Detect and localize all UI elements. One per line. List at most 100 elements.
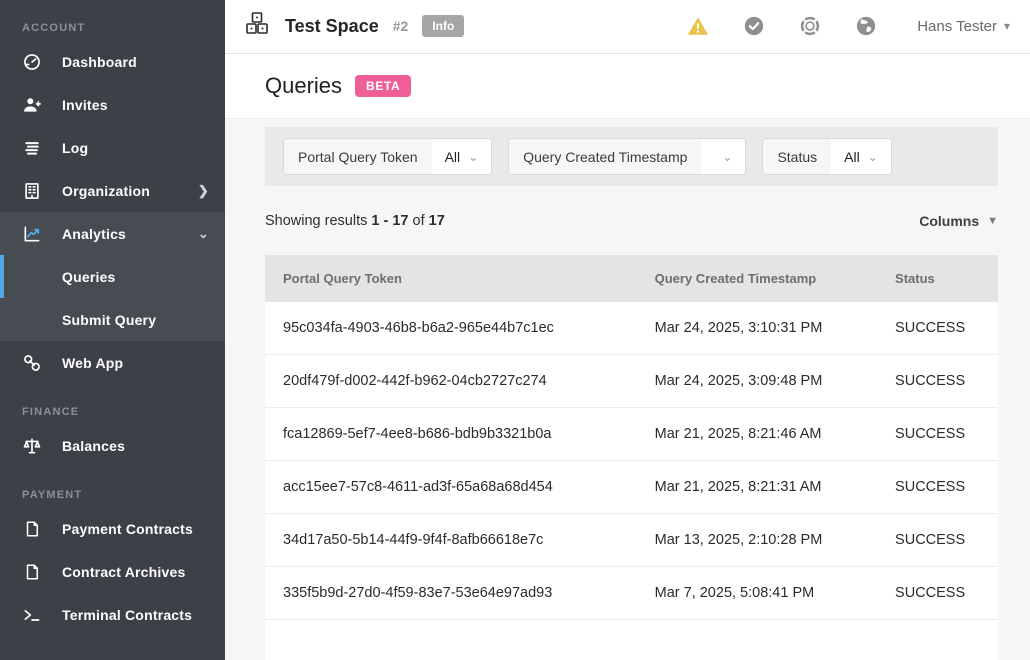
sidebar: ACCOUNT Dashboard Invites Log Organizati… — [0, 0, 225, 660]
globe-icon[interactable] — [855, 15, 877, 37]
cell-token: 34d17a50-5b14-44f9-9f4f-8afb66618e7c — [283, 532, 544, 548]
space-title: Test Space — [285, 15, 379, 36]
chevron-right-icon: ❯ — [197, 182, 209, 198]
filter-query-created-timestamp[interactable]: Query Created Timestamp ⌄ — [508, 138, 747, 175]
cell-timestamp: Mar 21, 2025, 8:21:46 AM — [654, 426, 822, 442]
chevron-down-icon: ⌄ — [468, 149, 479, 164]
column-header-timestamp: Query Created Timestamp — [654, 271, 817, 286]
cell-status: SUCCESS — [895, 479, 966, 495]
cell-timestamp: Mar 24, 2025, 3:09:48 PM — [654, 373, 823, 389]
person-add-icon — [22, 95, 42, 115]
cell-status: SUCCESS — [895, 585, 966, 601]
top-header: Test Space #2 Info Hans Tester ▾ — [225, 0, 1030, 54]
filter-value: ⌄ — [701, 139, 746, 174]
table-header-row: Portal Query Token Query Created Timesta… — [265, 255, 998, 302]
filter-label: Portal Query Token — [284, 139, 432, 174]
filter-label: Status — [763, 139, 832, 174]
dashboard-icon — [22, 52, 42, 72]
sidebar-item-label: Invites — [62, 96, 108, 113]
cell-status: SUCCESS — [895, 320, 966, 336]
columns-button[interactable]: Columns ▼ — [919, 213, 998, 229]
filter-status[interactable]: Status All ⌄ — [762, 138, 892, 175]
sidebar-item-label: Payment Contracts — [62, 520, 193, 537]
sidebar-item-dashboard[interactable]: Dashboard — [0, 40, 225, 83]
building-icon — [22, 181, 42, 201]
results-toolbar: Showing results 1 - 17 of 17 Columns ▼ — [265, 213, 998, 229]
cell-token: 95c034fa-4903-46b8-b6a2-965e44b7c1ec — [283, 320, 554, 336]
beta-badge: BETA — [355, 74, 412, 97]
user-name: Hans Tester — [917, 17, 997, 35]
section-label-finance: FINANCE — [22, 406, 80, 418]
filter-bar: Portal Query Token All ⌄ Query Created T… — [265, 127, 998, 186]
sidebar-item-label: Web App — [62, 354, 124, 371]
cell-status: SUCCESS — [895, 373, 966, 389]
sidebar-item-label: Organization — [62, 182, 150, 199]
content-area: Portal Query Token All ⌄ Query Created T… — [225, 119, 1030, 660]
space-number: #2 — [392, 18, 409, 35]
scale-balance-icon — [22, 436, 42, 456]
cell-status: SUCCESS — [895, 532, 966, 548]
sidebar-item-log[interactable]: Log — [0, 126, 225, 169]
sidebar-item-label: Queries — [62, 268, 116, 285]
sidebar-item-queries-active[interactable]: Queries — [0, 255, 225, 298]
sidebar-item-label: Balances — [62, 437, 126, 454]
warning-icon[interactable] — [687, 15, 709, 37]
queries-table: Portal Query Token Query Created Timesta… — [265, 255, 998, 660]
header-toolbar: Hans Tester ▾ — [687, 15, 1010, 37]
sidebar-item-label: Terminal Contracts — [62, 606, 193, 623]
cell-token: 335f5b9d-27d0-4f59-83e7-53e64e97ad93 — [283, 585, 553, 601]
log-list-icon — [22, 138, 42, 158]
support-lifebuoy-icon[interactable] — [799, 15, 821, 37]
sidebar-item-label: Contract Archives — [62, 563, 186, 580]
sidebar-item-contract-archives[interactable]: Contract Archives — [0, 550, 225, 593]
sidebar-item-label: Analytics — [62, 225, 127, 242]
analytics-group: Analytics ⌄ Queries Submit Query — [0, 212, 225, 341]
filter-portal-query-token[interactable]: Portal Query Token All ⌄ — [283, 138, 493, 175]
table-body: 95c034fa-4903-46b8-b6a2-965e44b7c1ec Mar… — [265, 302, 998, 620]
user-menu[interactable]: Hans Tester ▾ — [917, 18, 1010, 35]
cell-status: SUCCESS — [895, 426, 966, 442]
sidebar-item-payment-contracts[interactable]: Payment Contracts — [0, 507, 225, 550]
sidebar-item-label: Log — [62, 139, 89, 156]
filter-value: All ⌄ — [431, 139, 492, 174]
chevron-down-icon: ▾ — [1003, 19, 1010, 34]
document-icon — [22, 519, 42, 539]
cell-timestamp: Mar 24, 2025, 3:10:31 PM — [654, 320, 823, 336]
main-area: Test Space #2 Info Hans Tester ▾ — [225, 0, 1030, 660]
table-row[interactable]: acc15ee7-57c8-4611-ad3f-65a68a68d454 Mar… — [265, 461, 998, 514]
table-row-partial — [265, 620, 998, 660]
sidebar-item-organization[interactable]: Organization ❯ — [0, 169, 225, 212]
sidebar-item-terminal-contracts[interactable]: Terminal Contracts — [0, 593, 225, 636]
table-row[interactable]: 20df479f-d002-442f-b962-04cb2727c274 Mar… — [265, 355, 998, 408]
results-summary: Showing results 1 - 17 of 17 — [265, 213, 445, 229]
cell-token: fca12869-5ef7-4ee8-b686-bdb9b3321b0a — [283, 426, 552, 442]
chevron-down-icon: ⌄ — [867, 149, 878, 164]
info-badge[interactable]: Info — [422, 15, 465, 38]
cubes-logo-icon — [243, 11, 271, 42]
sidebar-item-invites[interactable]: Invites — [0, 83, 225, 126]
chevron-down-icon: ⌄ — [197, 225, 209, 241]
table-row[interactable]: 335f5b9d-27d0-4f59-83e7-53e64e97ad93 Mar… — [265, 567, 998, 620]
cell-timestamp: Mar 13, 2025, 2:10:28 PM — [654, 532, 823, 548]
sidebar-item-submit-query[interactable]: Submit Query — [0, 298, 225, 341]
active-indicator — [0, 255, 4, 298]
table-row[interactable]: 34d17a50-5b14-44f9-9f4f-8afb66618e7c Mar… — [265, 514, 998, 567]
analytics-chart-icon — [22, 224, 42, 244]
sidebar-item-analytics[interactable]: Analytics ⌄ — [0, 212, 225, 255]
sidebar-item-balances[interactable]: Balances — [0, 424, 225, 467]
check-circle-icon[interactable] — [743, 15, 765, 37]
cell-token: acc15ee7-57c8-4611-ad3f-65a68a68d454 — [283, 479, 553, 495]
terminal-icon — [22, 605, 42, 625]
table-row[interactable]: fca12869-5ef7-4ee8-b686-bdb9b3321b0a Mar… — [265, 408, 998, 461]
cell-timestamp: Mar 7, 2025, 5:08:41 PM — [654, 585, 815, 601]
page-title-band: Queries BETA — [225, 53, 1030, 119]
column-header-status: Status — [895, 271, 935, 286]
filter-value: All ⌄ — [831, 139, 891, 174]
sidebar-item-label: Submit Query — [62, 311, 157, 328]
cell-timestamp: Mar 21, 2025, 8:21:31 AM — [654, 479, 822, 495]
results-range: 1 - 17 — [371, 213, 409, 229]
section-label-account: ACCOUNT — [22, 22, 86, 34]
table-row[interactable]: 95c034fa-4903-46b8-b6a2-965e44b7c1ec Mar… — [265, 302, 998, 355]
sidebar-item-web-app[interactable]: Web App — [0, 341, 225, 384]
